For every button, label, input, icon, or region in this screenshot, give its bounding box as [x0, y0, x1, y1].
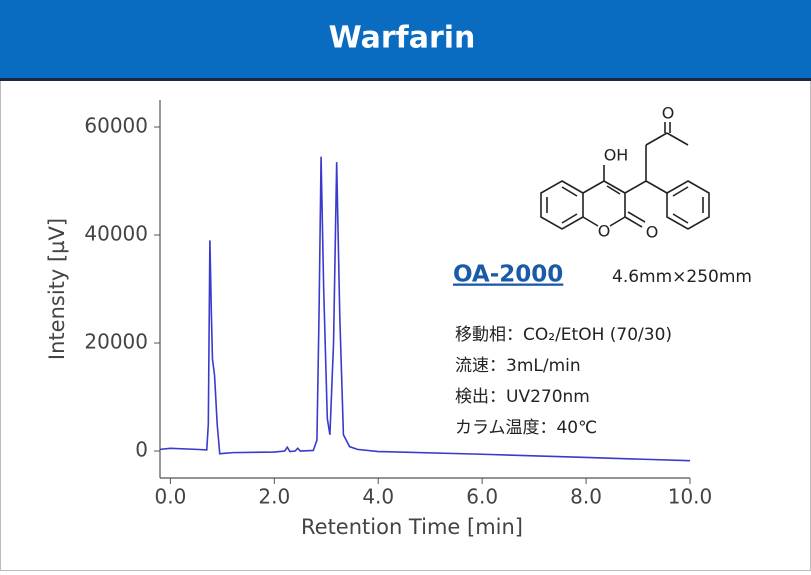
x-tick-label: 0.0	[154, 485, 186, 509]
x-tick-label: 10.0	[668, 485, 713, 509]
atom-label: O	[662, 104, 675, 123]
condition-text: 移動相：CO₂/EtOH (70/30)	[455, 325, 672, 345]
y-axis-label: Intensity [µV]	[45, 218, 69, 360]
header	[0, 0, 811, 78]
condition-text: 検出：UV270nm	[455, 387, 590, 407]
atom-label: OH	[604, 146, 629, 165]
y-tick-label: 60000	[84, 114, 148, 138]
y-tick-label: 20000	[84, 330, 148, 354]
x-tick-label: 6.0	[466, 485, 498, 509]
x-axis-label: Retention Time [min]	[301, 515, 523, 539]
column-dimensions: 4.6mm×250mm	[612, 267, 752, 287]
x-tick-label: 4.0	[362, 485, 394, 509]
chart-title: Warfarin	[329, 21, 476, 56]
structure: OH O O O	[540, 104, 710, 242]
chromatogram-line	[159, 156, 691, 462]
x-tick-label: 8.0	[570, 485, 602, 509]
y-tick-label: 40000	[84, 222, 148, 246]
y-tick-label: 0	[135, 438, 148, 462]
header-rule	[0, 78, 811, 81]
atom-label: O	[646, 223, 659, 242]
x-tick-label: 2.0	[258, 485, 290, 509]
atom-label: O	[598, 222, 611, 241]
column-name: OA-2000	[453, 262, 563, 288]
condition-text: 流速：3mL/min	[455, 356, 581, 376]
condition-text: カラム温度：40℃	[455, 418, 597, 438]
